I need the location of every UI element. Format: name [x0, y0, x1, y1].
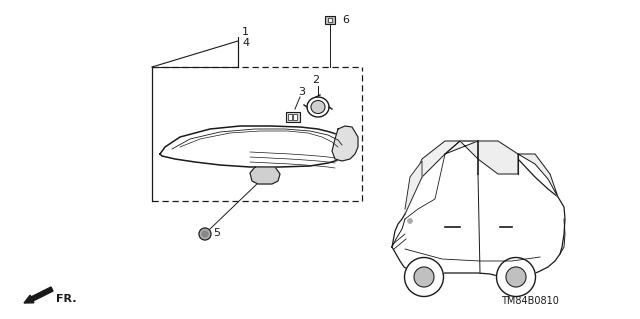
- Polygon shape: [332, 126, 358, 161]
- Polygon shape: [250, 167, 280, 184]
- FancyArrow shape: [24, 287, 53, 303]
- Circle shape: [408, 219, 413, 224]
- Text: 5: 5: [213, 228, 220, 238]
- Circle shape: [199, 228, 211, 240]
- Polygon shape: [405, 141, 460, 214]
- Polygon shape: [518, 154, 558, 197]
- Circle shape: [202, 231, 208, 237]
- Text: 1: 1: [242, 27, 249, 37]
- Text: 3: 3: [298, 87, 305, 97]
- Text: 2: 2: [312, 75, 319, 85]
- Ellipse shape: [311, 100, 325, 114]
- Polygon shape: [392, 141, 565, 277]
- Circle shape: [414, 267, 434, 287]
- Polygon shape: [160, 126, 350, 167]
- Bar: [288, 114, 292, 120]
- Bar: [325, 16, 335, 24]
- Text: FR.: FR.: [56, 294, 77, 304]
- Bar: [293, 114, 297, 120]
- Circle shape: [506, 267, 526, 287]
- Text: TM84B0810: TM84B0810: [501, 296, 559, 306]
- Bar: [286, 112, 300, 122]
- Text: 4: 4: [242, 38, 249, 48]
- Circle shape: [404, 257, 444, 296]
- Text: 6: 6: [342, 15, 349, 25]
- Ellipse shape: [307, 97, 329, 117]
- Circle shape: [497, 257, 536, 296]
- Bar: [328, 18, 332, 22]
- Polygon shape: [445, 141, 518, 174]
- Polygon shape: [405, 161, 422, 214]
